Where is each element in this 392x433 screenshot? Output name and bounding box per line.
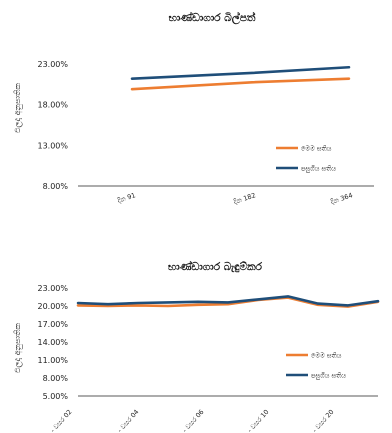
chart-2: භාණ්ඩාගාර බැඳුම්කර ඵලදා අනුපාතික 5.00% 8.00… [13,259,380,433]
x-tick-label: - වසර 02 [49,408,74,433]
series-line-this-week [130,77,351,91]
y-axis-label: ඵලදා අනුපාතික [13,322,23,373]
y-tick-label: 8.00% [43,374,69,383]
y-tick-label: 23.00% [37,284,68,293]
legend-label: මෙම සතිය [301,145,332,153]
x-tick-label: - වසර 20 [311,408,336,433]
y-tick-label: 23.00% [37,60,68,69]
y-tick-label: 17.00% [37,320,68,329]
y-tick-label: 13.00% [37,141,68,150]
chart-title: භාණ්ඩාගාර බැඳුම්කර [168,259,263,273]
x-tick-label: - වසර 10 [246,408,271,433]
y-tick-label: 11.00% [37,356,68,365]
y-tick-label: 5.00% [43,392,69,401]
x-tick-label: - වසර 04 [116,408,141,433]
series-line-last-week [76,295,380,307]
legend-label: පසුගිය සතිය [311,372,346,381]
x-tick-label: දින 91 [117,191,137,204]
y-tick-label: 20.00% [37,302,68,311]
y-tick-label: 14.00% [37,338,68,347]
y-tick-label: 18.00% [37,101,68,110]
legend-label: පසුගිය සතිය [301,165,336,174]
x-tick-label: දින 364 [330,191,354,206]
x-tick-label: දින 182 [233,191,257,206]
chart-1: භාණ්ඩාගාර බිල්පත් ඵලදා අනුපාතික 8.00% 13.00… [13,10,374,206]
x-tick-label: - වසර 06 [181,408,206,433]
y-axis-label: ඵලදා අනුපාතික [13,82,23,133]
chart-title: භාණ්ඩාගාර බිල්පත් [169,10,256,26]
series-line-last-week [130,65,351,80]
y-tick-label: 8.00% [43,182,69,191]
legend-label: මෙම සතිය [311,352,342,360]
